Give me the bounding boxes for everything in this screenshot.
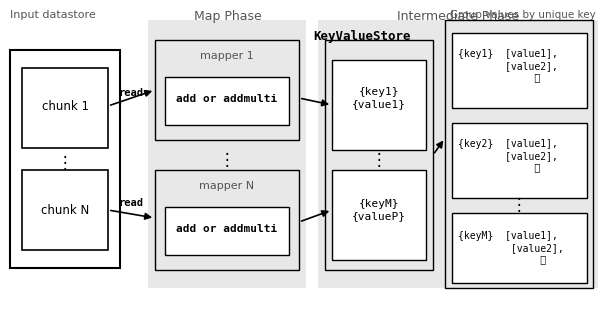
Text: ⋮: ⋮ (511, 196, 527, 214)
FancyBboxPatch shape (325, 40, 433, 270)
Text: {key1}  [value1],
        [value2],
             ⋮: {key1} [value1], [value2], ⋮ (458, 49, 558, 83)
Text: mapper N: mapper N (199, 181, 254, 191)
Text: {key1}
{value1}: {key1} {value1} (352, 87, 406, 109)
Text: {keyM}  [value1],
         [value2],
              ⋮: {keyM} [value1], [value2], ⋮ (458, 232, 564, 265)
Text: {keyM}
{valueP}: {keyM} {valueP} (352, 199, 406, 221)
FancyBboxPatch shape (452, 33, 587, 108)
FancyBboxPatch shape (318, 20, 598, 288)
FancyBboxPatch shape (148, 20, 306, 288)
Text: ⋮: ⋮ (218, 151, 235, 169)
FancyBboxPatch shape (165, 207, 289, 255)
FancyBboxPatch shape (332, 60, 426, 150)
Text: chunk N: chunk N (41, 204, 89, 217)
FancyBboxPatch shape (22, 170, 108, 250)
Text: Group values by unique key: Group values by unique key (450, 10, 596, 20)
Text: read: read (119, 198, 143, 208)
FancyBboxPatch shape (155, 40, 299, 140)
Text: mapper 1: mapper 1 (200, 51, 254, 61)
Text: Map Phase: Map Phase (194, 10, 262, 23)
FancyBboxPatch shape (155, 170, 299, 270)
Text: ⋮: ⋮ (56, 154, 73, 172)
Text: Input datastore: Input datastore (10, 10, 96, 20)
Text: ⋮: ⋮ (371, 151, 388, 169)
FancyBboxPatch shape (445, 20, 593, 288)
FancyBboxPatch shape (452, 213, 587, 283)
Text: KeyValueStore: KeyValueStore (313, 30, 411, 43)
Text: read: read (119, 88, 143, 98)
FancyBboxPatch shape (10, 50, 120, 268)
Text: {key2}  [value1],
        [value2],
             ⋮: {key2} [value1], [value2], ⋮ (458, 139, 558, 173)
Text: add or addmulti: add or addmulti (176, 94, 278, 104)
Text: chunk 1: chunk 1 (41, 100, 89, 113)
FancyBboxPatch shape (332, 170, 426, 260)
FancyBboxPatch shape (452, 123, 587, 198)
Text: add or addmulti: add or addmulti (176, 224, 278, 234)
Text: Intermediate Phase: Intermediate Phase (397, 10, 519, 23)
FancyBboxPatch shape (22, 68, 108, 148)
FancyBboxPatch shape (165, 77, 289, 125)
